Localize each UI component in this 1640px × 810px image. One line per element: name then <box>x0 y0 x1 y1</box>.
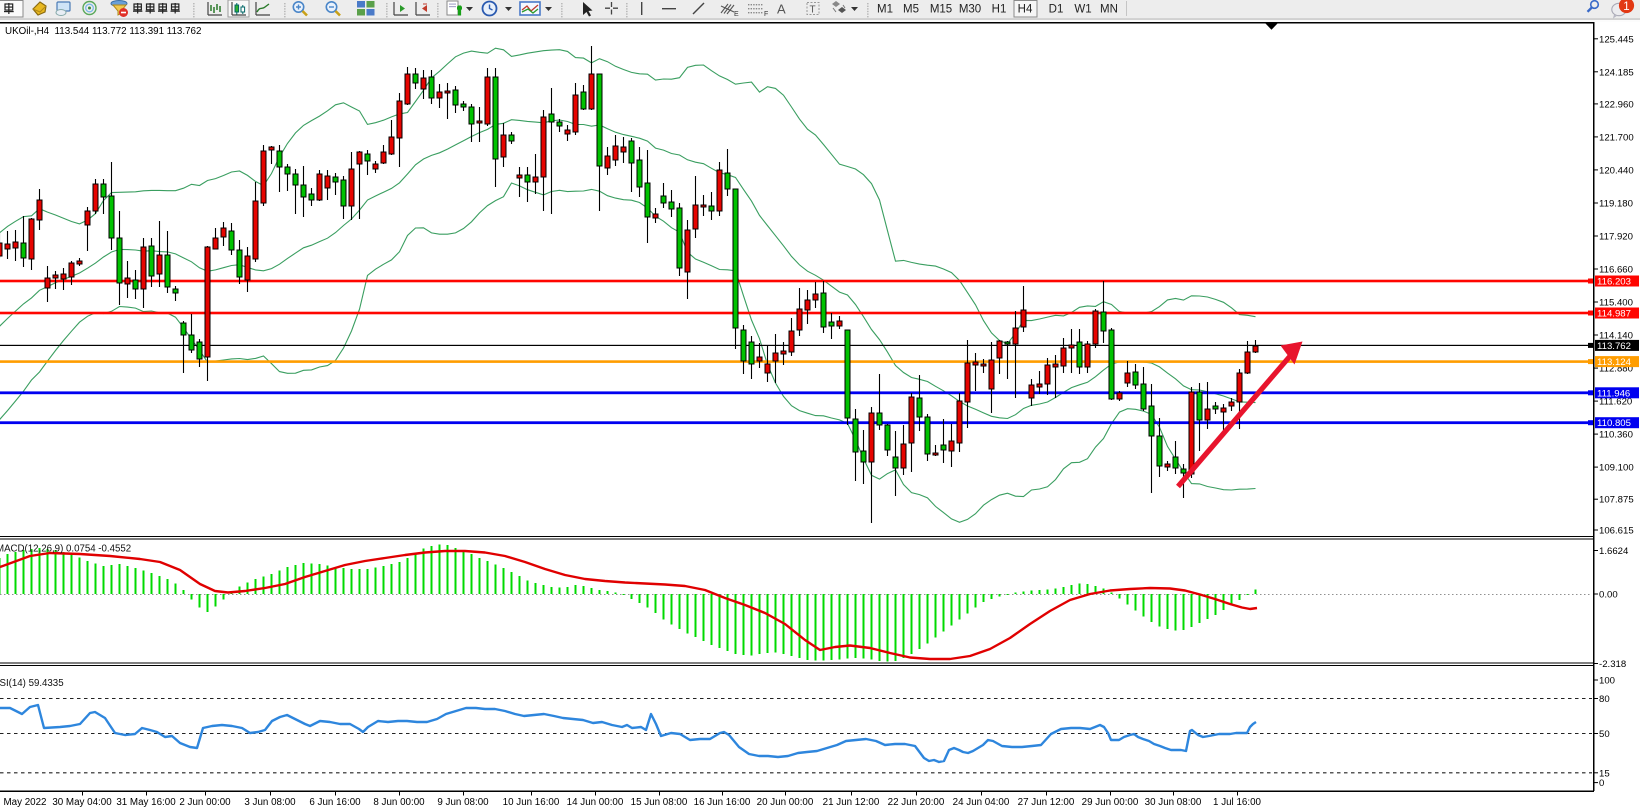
svg-text:112.880: 112.880 <box>1599 364 1633 375</box>
svg-text:M30: M30 <box>959 4 981 16</box>
svg-text:113.124: 113.124 <box>1597 357 1632 368</box>
svg-text:109.100: 109.100 <box>1599 463 1634 474</box>
svg-text:F: F <box>764 11 768 18</box>
svg-text:H1: H1 <box>992 4 1007 16</box>
svg-text:10 Jun 16:00: 10 Jun 16:00 <box>503 797 560 808</box>
svg-text:30 May 04:00: 30 May 04:00 <box>52 797 112 808</box>
svg-text:14 Jun 00:00: 14 Jun 00:00 <box>567 797 624 808</box>
svg-text:27 Jun 12:00: 27 Jun 12:00 <box>1018 797 1075 808</box>
svg-text:MACD(12,26,9) 0.0754 -0.4552: MACD(12,26,9) 0.0754 -0.4552 <box>0 544 131 555</box>
svg-text:16 Jun 16:00: 16 Jun 16:00 <box>694 797 751 808</box>
svg-text:116.203: 116.203 <box>1597 277 1631 288</box>
svg-text:1.6624: 1.6624 <box>1599 546 1629 557</box>
svg-text:116.660: 116.660 <box>1599 265 1633 276</box>
svg-text:111.946: 111.946 <box>1597 388 1630 399</box>
svg-text:114.987: 114.987 <box>1597 309 1631 320</box>
svg-text:15 Jun 08:00: 15 Jun 08:00 <box>631 797 688 808</box>
svg-text:W1: W1 <box>1074 4 1091 16</box>
svg-text:124.185: 124.185 <box>1599 67 1634 78</box>
svg-text:114.140: 114.140 <box>1599 331 1633 342</box>
svg-text:0: 0 <box>1599 778 1604 789</box>
svg-text:117.920: 117.920 <box>1599 232 1633 243</box>
svg-text:M15: M15 <box>930 4 952 16</box>
svg-text:31 May 16:00: 31 May 16:00 <box>116 797 176 808</box>
svg-text:RSI(14) 59.4335: RSI(14) 59.4335 <box>0 678 64 689</box>
svg-text:107.875: 107.875 <box>1599 495 1634 506</box>
svg-text:22 Jun 20:00: 22 Jun 20:00 <box>888 797 945 808</box>
svg-text:106.615: 106.615 <box>1599 526 1634 537</box>
svg-text:8 Jun 00:00: 8 Jun 00:00 <box>373 797 425 808</box>
svg-text:111.620: 111.620 <box>1599 397 1632 408</box>
svg-text:15: 15 <box>1599 768 1610 779</box>
svg-text:D1: D1 <box>1049 4 1064 16</box>
svg-text:30 Jun 08:00: 30 Jun 08:00 <box>1145 797 1202 808</box>
svg-text:110.805: 110.805 <box>1597 418 1631 429</box>
svg-text:1 Jul 16:00: 1 Jul 16:00 <box>1213 797 1261 808</box>
svg-text:2 Jun 00:00: 2 Jun 00:00 <box>179 797 231 808</box>
svg-text:-2.318: -2.318 <box>1599 659 1626 670</box>
svg-text:3 Jun 08:00: 3 Jun 08:00 <box>244 797 296 808</box>
svg-text:80: 80 <box>1599 694 1610 705</box>
svg-text:113.762: 113.762 <box>1597 341 1631 352</box>
svg-text:1: 1 <box>1623 1 1629 13</box>
svg-text:0.00: 0.00 <box>1599 590 1618 601</box>
svg-text:110.360: 110.360 <box>1599 430 1633 441</box>
svg-text:21 Jun 12:00: 21 Jun 12:00 <box>823 797 880 808</box>
svg-text:120.440: 120.440 <box>1599 165 1634 176</box>
svg-text:115.400: 115.400 <box>1599 298 1633 309</box>
svg-text:122.960: 122.960 <box>1599 99 1634 110</box>
svg-text:T: T <box>810 5 816 16</box>
svg-text:100: 100 <box>1599 676 1615 687</box>
svg-text:119.180: 119.180 <box>1599 199 1633 210</box>
svg-text:29 Jun 00:00: 29 Jun 00:00 <box>1082 797 1139 808</box>
svg-text:6 Jun 16:00: 6 Jun 16:00 <box>309 797 361 808</box>
svg-text:M1: M1 <box>877 4 893 16</box>
svg-text:9 Jun 08:00: 9 Jun 08:00 <box>437 797 489 808</box>
svg-text:20 Jun 00:00: 20 Jun 00:00 <box>757 797 814 808</box>
svg-text:A: A <box>777 2 786 17</box>
svg-text:H4: H4 <box>1018 4 1033 16</box>
svg-text:121.700: 121.700 <box>1599 132 1634 143</box>
svg-text:M5: M5 <box>903 4 919 16</box>
svg-text:50: 50 <box>1599 729 1610 740</box>
svg-text:125.445: 125.445 <box>1599 34 1634 45</box>
svg-text:E: E <box>734 11 739 18</box>
svg-text:May 2022: May 2022 <box>3 797 46 808</box>
svg-text:MN: MN <box>1100 4 1118 16</box>
svg-text:24 Jun 04:00: 24 Jun 04:00 <box>953 797 1010 808</box>
